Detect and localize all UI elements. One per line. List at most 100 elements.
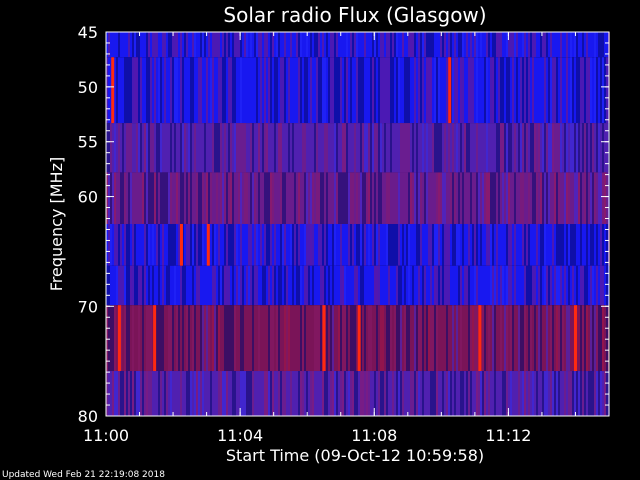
spectrogram-stripe <box>206 172 208 224</box>
spectrogram-stripe <box>600 57 602 124</box>
spectrogram-stripe <box>522 123 524 173</box>
spectrogram-stripe <box>582 32 584 58</box>
spectrogram-stripe <box>228 172 230 224</box>
spectrogram-stripe <box>408 123 410 173</box>
spectrogram-stripe <box>336 172 338 224</box>
spectrogram-stripe <box>320 172 322 224</box>
spectrogram-stripe <box>252 123 254 173</box>
spectrogram-stripe <box>218 371 220 416</box>
spectrogram-stripe <box>238 123 240 173</box>
spectrogram-stripe <box>302 371 304 416</box>
spectrogram-stripe <box>602 265 604 306</box>
spectrogram-stripe <box>314 123 316 173</box>
spectrogram-stripe <box>282 57 284 124</box>
spectrogram-stripe <box>442 172 444 224</box>
spectrogram-stripe <box>272 371 274 416</box>
spectrogram-stripe <box>354 371 356 416</box>
spectrogram-stripe <box>172 32 174 58</box>
footer-updated: Updated Wed Feb 21 22:19:08 2018 <box>2 470 165 480</box>
spectrogram-stripe <box>530 32 532 58</box>
spectrogram-stripe <box>138 305 140 372</box>
spectrogram-stripe <box>204 32 206 58</box>
spectrogram-stripe <box>110 172 112 224</box>
spectrogram-stripe <box>544 57 546 124</box>
spectrogram-stripe <box>236 224 238 266</box>
spectrogram-stripe <box>152 123 154 173</box>
spectrogram-stripe <box>572 371 574 416</box>
spectrogram-stripe <box>286 305 288 372</box>
spectrogram-stripe <box>130 371 132 416</box>
spectrogram-stripe <box>156 172 158 224</box>
spectrogram-stripe <box>600 32 602 58</box>
spectrogram-stripe <box>438 57 440 124</box>
spectrogram-stripe <box>436 224 438 266</box>
spectrogram-stripe <box>568 305 570 372</box>
spectrogram-stripe <box>158 224 160 266</box>
spectrogram-stripe <box>514 172 516 224</box>
spectrogram-stripe <box>602 224 604 266</box>
spectrogram-stripe <box>526 57 528 124</box>
spectrogram-stripe <box>566 305 568 372</box>
spectrogram-stripe <box>532 123 534 173</box>
spectrogram-stripe <box>574 172 576 224</box>
spectrogram-stripe <box>366 123 368 173</box>
spectrogram-stripe <box>272 32 274 58</box>
spectrogram-stripe <box>468 305 470 372</box>
spectrogram-stripe <box>542 32 544 58</box>
spectrogram-stripe <box>476 224 478 266</box>
spectrogram-stripe <box>244 123 246 173</box>
spectrogram-stripe <box>114 305 116 372</box>
spectrogram-stripe <box>542 224 544 266</box>
spectrogram-stripe <box>128 57 130 124</box>
spectrogram-stripe <box>186 224 188 266</box>
spectrogram-stripe <box>290 32 292 58</box>
spectrogram-stripe <box>162 305 164 372</box>
spectrogram-stripe <box>384 371 386 416</box>
spectrogram-stripe <box>160 371 162 416</box>
spectrogram-stripe <box>238 32 240 58</box>
spectrogram-stripe <box>408 265 410 306</box>
spectrogram-stripe <box>560 57 562 124</box>
spectrogram-stripe <box>354 123 356 173</box>
spectrogram-stripe <box>174 57 176 124</box>
spectrogram-stripe <box>272 305 274 372</box>
spectrogram-stripe <box>266 172 268 224</box>
spectrogram-stripe <box>304 224 306 266</box>
spectrogram-stripe <box>278 371 280 416</box>
spectrogram-stripe <box>364 123 366 173</box>
spectrogram-stripe <box>288 57 290 124</box>
spectrogram-stripe <box>200 57 202 124</box>
spectrogram-stripe <box>580 265 582 306</box>
spectrogram-stripe <box>138 32 140 58</box>
spectrogram-stripe <box>486 57 488 124</box>
spectrogram-stripe <box>228 265 230 306</box>
spectrogram-stripe <box>234 371 236 416</box>
spectrogram-stripe <box>420 172 422 224</box>
spectrogram-stripe <box>596 57 598 124</box>
spectrogram-stripe <box>168 224 170 266</box>
spectrogram-stripe <box>292 224 294 266</box>
spectrogram-stripe <box>502 57 504 124</box>
spectrogram-stripe <box>122 123 124 173</box>
spectrogram-stripe <box>132 305 134 372</box>
spectrogram-stripe <box>200 305 202 372</box>
spectrogram-stripe <box>544 265 546 306</box>
spectrogram-stripe <box>170 305 172 372</box>
spectrogram-stripe <box>124 57 126 124</box>
spectrogram-stripe <box>188 123 190 173</box>
spectrogram-stripe <box>420 305 422 372</box>
spectrogram-stripe <box>360 371 362 416</box>
spectrogram-stripe <box>180 32 182 58</box>
spectrogram-stripe <box>192 224 194 266</box>
spectrogram-stripe <box>330 305 332 372</box>
spectrogram-stripe <box>254 224 256 266</box>
spectrogram-stripe <box>592 305 594 372</box>
spectrogram-stripe <box>256 57 258 124</box>
spectrogram-stripe <box>494 371 496 416</box>
spectrogram-stripe <box>204 123 206 173</box>
spectrogram-stripe <box>410 371 412 416</box>
spectrogram-stripe <box>350 57 352 124</box>
spectrogram-stripe <box>220 172 222 224</box>
spectrogram-stripe <box>484 172 486 224</box>
spectrogram-stripe <box>226 371 228 416</box>
